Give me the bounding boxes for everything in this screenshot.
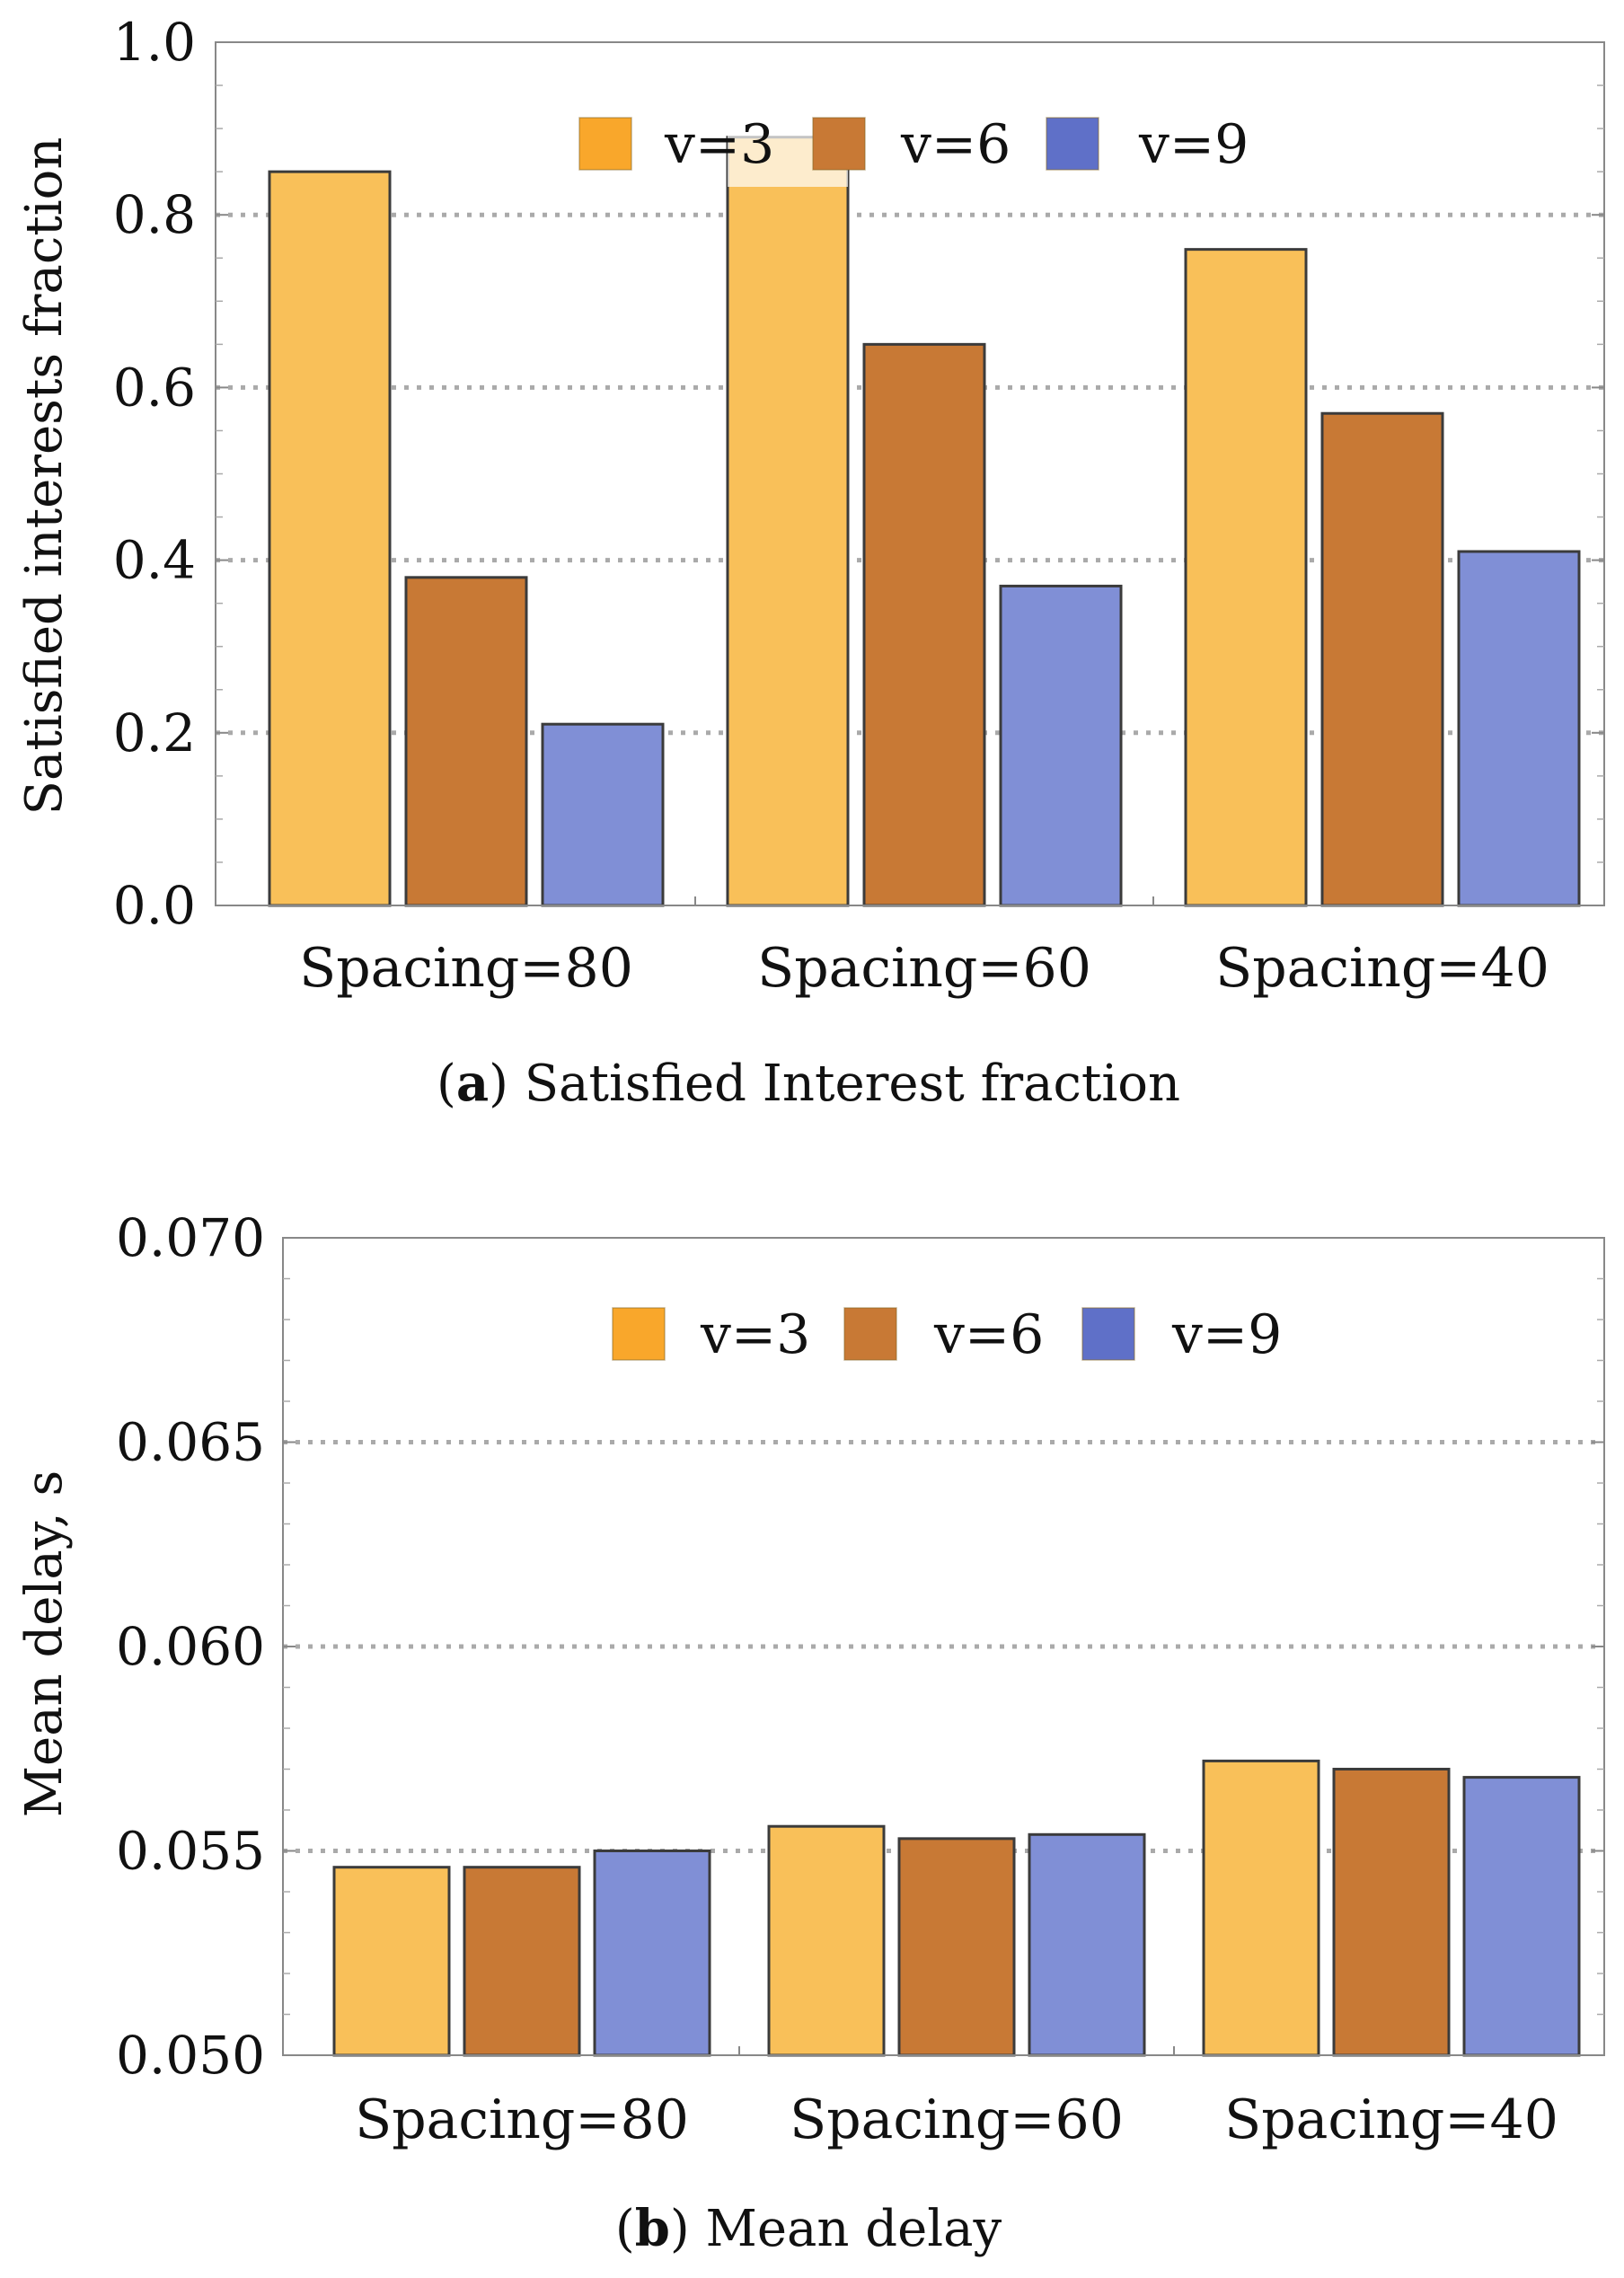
a-y-tick-label-5: 1.0: [113, 12, 196, 73]
a-category-label-2: Spacing=40: [1215, 937, 1549, 1000]
b-category-label-2: Spacing=40: [1224, 2088, 1558, 2151]
a-legend: v=3 v=6 v=9: [578, 101, 1249, 187]
b-bar-v9-spacing-80: [593, 1850, 711, 2057]
a-y-tick-label-1: 0.2: [113, 702, 196, 764]
b-y-ticks: 0.050 0.055 0.060 0.065 0.070: [116, 1207, 1604, 2086]
a-category-label-1: Spacing=60: [757, 937, 1091, 1000]
b-legend-swatch-v3: [612, 1307, 666, 1361]
b-bar-v6-spacing-40: [1332, 1768, 1451, 2057]
b-y-tick-label-0: 0.050: [116, 2025, 265, 2086]
b-y-tick-label-1: 0.055: [116, 1821, 265, 1882]
a-bar-v9-spacing-60: [999, 584, 1123, 907]
a-legend-label-v9: v=9: [1138, 113, 1249, 176]
b-caption-letter: b: [635, 2199, 670, 2258]
b-x-ticks: [738, 2046, 1175, 2055]
b-y-tick-label-3: 0.065: [116, 1412, 265, 1473]
a-bar-v6-spacing-60: [862, 342, 986, 907]
a-y-tick-label-0: 0.0: [113, 875, 196, 936]
b-bar-v3-spacing-60: [767, 1824, 886, 2057]
b-caption-text: Mean delay: [706, 2200, 1002, 2258]
b-bar-v6-spacing-60: [897, 1837, 1016, 2057]
a-y-ticks: 0.0 0.2 0.4 0.6 0.8 1.0: [113, 12, 1604, 936]
chart-a: 0.00.20.40.60.81.0 Spacing=80 Spacing=60 S…: [15, 12, 1605, 1113]
b-legend: v=3 v=6 v=9: [612, 1303, 1282, 1366]
a-legend-swatch-v6: [812, 117, 866, 171]
b-bar-v9-spacing-60: [1028, 1832, 1146, 2057]
b-legend-swatch-v6: [843, 1307, 897, 1361]
b-category-label-0: Spacing=80: [355, 2088, 689, 2151]
a-y-axis-title: Satisfied interests fraction: [15, 137, 74, 816]
b-category-labels: Spacing=80 Spacing=60 Spacing=40: [355, 2088, 1558, 2151]
a-x-ticks: [694, 896, 1154, 905]
a-caption-letter: a: [456, 1054, 489, 1113]
a-bar-v6-spacing-40: [1320, 411, 1444, 907]
b-bar-v9-spacing-40: [1462, 1776, 1581, 2057]
a-bar-v3-spacing-60: [726, 136, 850, 907]
b-bar-v3-spacing-80: [332, 1866, 451, 2057]
b-category-label-1: Spacing=60: [790, 2088, 1124, 2151]
a-legend-swatch-v3: [578, 117, 632, 171]
b-bar-v6-spacing-80: [463, 1866, 581, 2057]
b-y-tick-label-4: 0.070: [116, 1207, 265, 1268]
b-legend-label-v9: v=9: [1171, 1303, 1282, 1366]
a-bar-v3-spacing-80: [268, 170, 392, 907]
a-caption-text: Satisfied Interest fraction: [525, 1055, 1180, 1113]
b-legend-label-v3: v=3: [700, 1303, 810, 1366]
a-y-tick-label-4: 0.8: [113, 184, 196, 245]
a-bar-v9-spacing-80: [541, 722, 665, 907]
b-bar-v3-spacing-40: [1202, 1759, 1320, 2057]
a-y-tick-label-3: 0.6: [113, 357, 196, 418]
b-legend-swatch-v9: [1081, 1307, 1135, 1361]
a-y-tick-label-2: 0.4: [113, 530, 196, 591]
b-y-axis-title: Mean delay, s: [15, 1470, 74, 1818]
a-caption: (a) Satisfied Interest fraction: [437, 1054, 1180, 1113]
a-bars: [268, 136, 1581, 907]
a-legend-label-v3: v=3: [664, 113, 774, 176]
b-y-tick-label-2: 0.060: [116, 1616, 265, 1677]
b-legend-label-v6: v=6: [933, 1303, 1044, 1366]
a-bar-v3-spacing-40: [1184, 248, 1308, 907]
b-bars: [332, 1759, 1581, 2057]
a-legend-label-v6: v=6: [900, 113, 1011, 176]
a-bar-v9-spacing-40: [1457, 550, 1581, 907]
b-caption: (b) Mean delay: [615, 2199, 1002, 2258]
a-category-labels: Spacing=80 Spacing=60 Spacing=40: [299, 937, 1549, 1000]
a-category-label-0: Spacing=80: [299, 937, 633, 1000]
a-bar-v6-spacing-80: [404, 576, 528, 907]
a-legend-swatch-v9: [1046, 117, 1099, 171]
